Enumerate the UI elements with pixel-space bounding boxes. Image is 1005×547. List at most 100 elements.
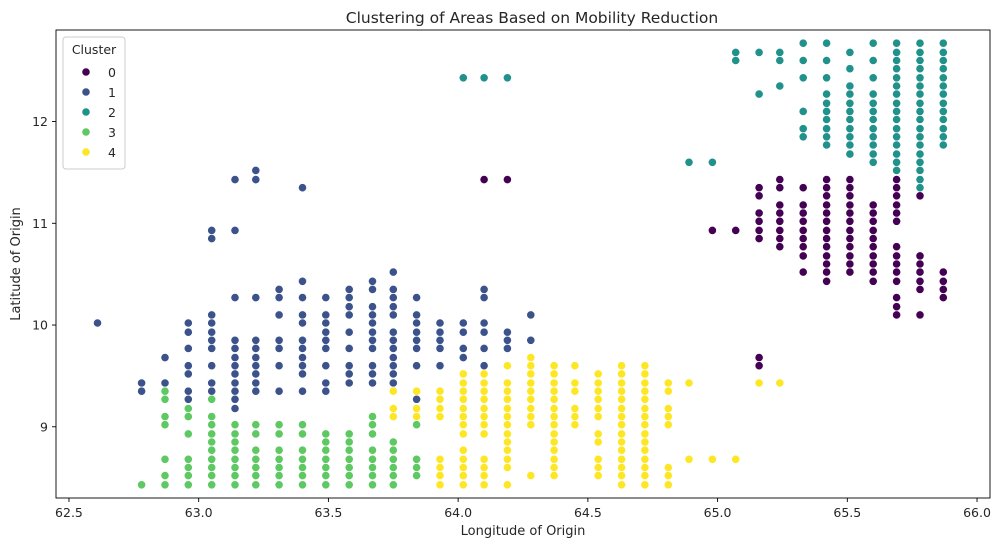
data-point <box>754 361 764 371</box>
data-point <box>617 394 626 404</box>
data-point <box>892 216 901 226</box>
data-point <box>458 463 468 472</box>
data-point <box>868 157 878 167</box>
data-point <box>845 183 855 193</box>
data-point <box>708 157 717 167</box>
data-point <box>412 463 421 472</box>
data-point <box>892 251 901 261</box>
data-point <box>479 480 489 490</box>
data-point <box>298 480 307 490</box>
data-point <box>892 183 901 193</box>
data-point <box>822 89 831 99</box>
data-point <box>298 386 307 396</box>
data-point <box>479 454 489 464</box>
x-axis: 62.5 63.0 63.5 64.0 64.5 65.0 65.5 66.0 <box>55 498 991 520</box>
data-point <box>938 124 948 134</box>
data-point <box>388 480 398 490</box>
data-point <box>412 318 421 328</box>
data-point <box>502 412 512 421</box>
data-point <box>549 361 559 371</box>
data-point <box>775 378 785 388</box>
data-point <box>915 165 925 175</box>
data-point <box>570 404 580 413</box>
data-point <box>183 480 193 490</box>
data-point <box>458 412 468 421</box>
data-point <box>915 98 925 108</box>
data-point <box>822 200 831 210</box>
data-point <box>938 98 948 108</box>
data-point <box>775 183 785 193</box>
series-3 <box>137 386 421 490</box>
data-point <box>344 471 354 480</box>
legend-title: Cluster <box>72 42 117 57</box>
data-point <box>892 310 901 320</box>
data-point <box>845 149 855 159</box>
data-point <box>754 378 764 388</box>
data-point <box>321 429 331 439</box>
data-point <box>892 165 901 175</box>
data-point <box>230 335 240 345</box>
data-point <box>321 335 331 345</box>
data-point <box>298 420 307 430</box>
data-point <box>321 343 331 353</box>
data-point <box>868 73 878 83</box>
data-point <box>388 404 398 413</box>
data-point <box>822 242 831 252</box>
data-point <box>230 445 240 455</box>
data-point <box>549 378 559 388</box>
data-point <box>251 175 261 184</box>
data-point <box>938 267 948 277</box>
data-point <box>549 437 559 447</box>
data-point <box>274 335 284 345</box>
data-point <box>915 284 925 294</box>
x-tick-label: 65.0 <box>704 505 732 520</box>
data-point <box>251 386 261 396</box>
data-point <box>435 394 445 404</box>
data-point <box>160 480 170 490</box>
data-point <box>321 445 331 455</box>
data-point <box>435 318 445 328</box>
data-point <box>892 140 901 150</box>
data-point <box>892 115 901 124</box>
data-point <box>892 56 901 65</box>
series-0 <box>479 175 948 371</box>
data-point <box>230 386 240 396</box>
data-point <box>938 107 948 116</box>
data-point <box>368 318 377 328</box>
data-point <box>892 89 901 99</box>
data-point <box>502 73 512 83</box>
data-point <box>298 445 307 455</box>
data-point <box>458 429 468 439</box>
data-point <box>593 471 603 480</box>
data-point <box>640 445 650 455</box>
data-point <box>230 293 240 302</box>
data-point <box>207 361 217 371</box>
data-point <box>458 454 468 464</box>
data-point <box>549 420 559 430</box>
data-point <box>617 378 626 388</box>
data-point <box>479 471 489 480</box>
plot-frame <box>55 29 991 499</box>
data-point <box>617 471 626 480</box>
data-point <box>845 175 855 184</box>
data-point <box>183 361 193 371</box>
data-point <box>731 56 741 65</box>
data-point <box>822 124 831 134</box>
data-point <box>251 335 261 345</box>
data-point <box>230 404 240 413</box>
data-point <box>344 310 354 320</box>
data-point <box>868 251 878 261</box>
data-point <box>274 386 284 396</box>
data-point <box>915 276 925 286</box>
data-point <box>570 420 580 430</box>
data-point <box>892 157 901 167</box>
data-point <box>412 327 421 337</box>
data-point <box>892 175 901 184</box>
data-point <box>321 293 331 302</box>
data-point <box>822 225 831 235</box>
data-point <box>298 343 307 353</box>
data-point <box>502 445 512 455</box>
data-point <box>344 293 354 302</box>
data-point <box>251 445 261 455</box>
data-point <box>798 183 808 193</box>
